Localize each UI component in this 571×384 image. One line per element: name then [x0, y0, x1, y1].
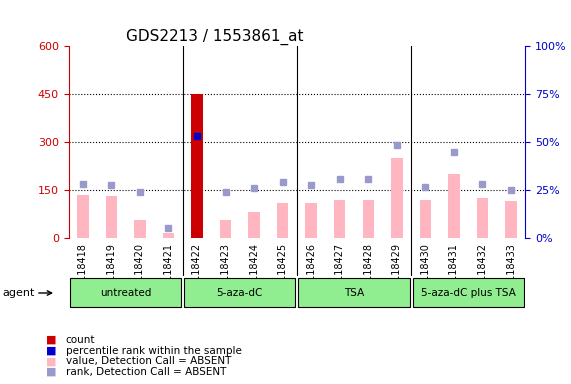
Text: rank, Detection Call = ABSENT: rank, Detection Call = ABSENT	[66, 367, 226, 377]
Bar	[220, 220, 231, 238]
Bar	[191, 94, 203, 238]
Bar	[77, 195, 89, 238]
Bar	[305, 203, 317, 238]
Text: GDS2213 / 1553861_at: GDS2213 / 1553861_at	[126, 29, 303, 45]
Text: count: count	[66, 335, 95, 345]
FancyBboxPatch shape	[299, 278, 410, 308]
FancyBboxPatch shape	[413, 278, 524, 308]
FancyBboxPatch shape	[184, 278, 296, 308]
FancyBboxPatch shape	[70, 278, 182, 308]
Bar	[248, 212, 260, 238]
Text: 5-aza-dC: 5-aza-dC	[216, 288, 263, 298]
Text: percentile rank within the sample: percentile rank within the sample	[66, 346, 242, 356]
Bar	[448, 174, 460, 238]
Bar	[477, 198, 488, 238]
Text: 5-aza-dC plus TSA: 5-aza-dC plus TSA	[421, 288, 516, 298]
Bar	[391, 158, 403, 238]
Bar	[420, 200, 431, 238]
Bar	[334, 200, 345, 238]
Text: untreated: untreated	[100, 288, 151, 298]
Text: agent: agent	[3, 288, 35, 298]
Text: ■: ■	[46, 367, 56, 377]
Text: ■: ■	[46, 335, 56, 345]
Bar	[363, 200, 374, 238]
Text: value, Detection Call = ABSENT: value, Detection Call = ABSENT	[66, 356, 231, 366]
Text: TSA: TSA	[344, 288, 364, 298]
Bar	[191, 94, 203, 238]
Bar	[277, 203, 288, 238]
Text: ■: ■	[46, 346, 56, 356]
Bar	[106, 197, 117, 238]
Bar	[134, 220, 146, 238]
Text: ■: ■	[46, 356, 56, 366]
Bar	[163, 233, 174, 238]
Bar	[505, 201, 517, 238]
